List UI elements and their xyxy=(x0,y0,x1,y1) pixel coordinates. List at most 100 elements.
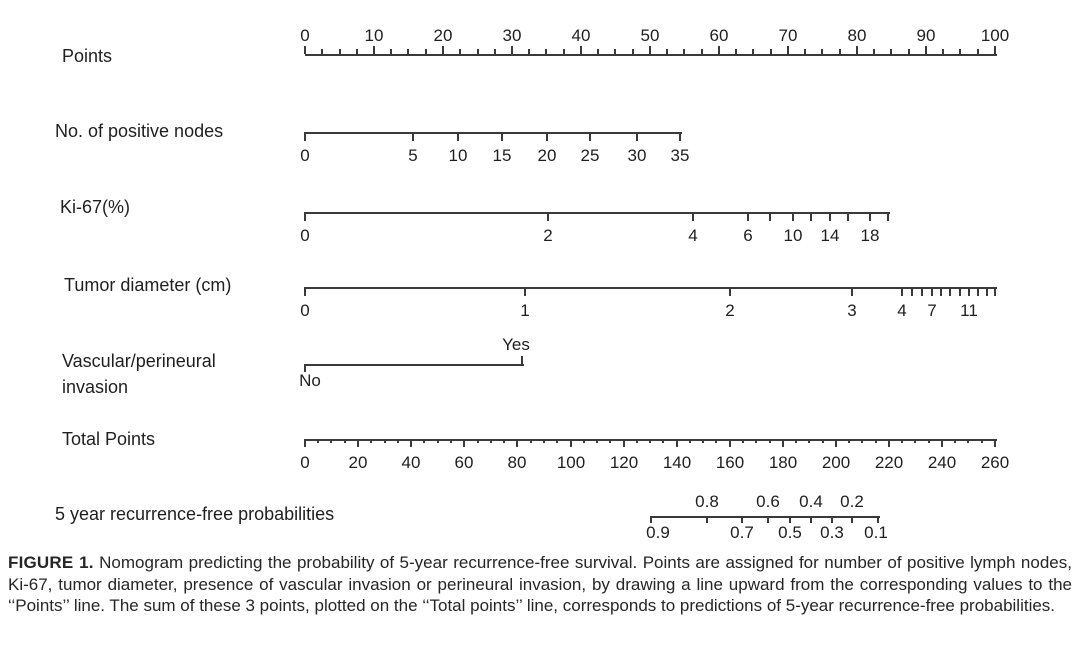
axis-tick-total-points xyxy=(808,439,810,443)
axis-label-points: Points xyxy=(62,46,113,66)
axis-tick-label-tumor-diameter: 3 xyxy=(847,301,857,320)
axis-tick-tumor-diameter xyxy=(851,287,853,296)
axis-tick-total-points xyxy=(330,439,332,443)
axis-tick-points xyxy=(770,49,772,54)
axis-tick-points xyxy=(580,46,582,54)
axis-tick-label-ki67: 0 xyxy=(300,226,310,245)
axis-tick-total-points xyxy=(384,439,386,443)
axis-tick-points xyxy=(856,46,858,54)
axis-tick-total-points xyxy=(437,439,439,443)
axis-tick-total-points xyxy=(463,439,465,447)
axis-line-total-points xyxy=(305,439,997,441)
axis-tick-ki67 xyxy=(747,212,749,221)
axis-tick-points xyxy=(925,46,927,54)
axis-tick-points xyxy=(959,49,961,54)
axis-tick-tumor-diameter xyxy=(921,287,923,296)
axis-tick-total-points xyxy=(304,439,306,447)
axis-tick-label-total-points: 100 xyxy=(556,453,586,472)
axis-tick-tumor-diameter xyxy=(977,287,979,296)
axis-line-positive-nodes xyxy=(305,132,682,134)
axis-tick-total-points xyxy=(769,439,771,443)
axis-tick-points xyxy=(804,49,806,54)
axis-tick-label-total-points: 120 xyxy=(609,453,639,472)
axis-tick-total-points xyxy=(583,439,585,443)
axis-label-vascular-invasion: invasion xyxy=(62,377,129,397)
axis-tick-total-points xyxy=(928,439,930,443)
axis-tick-label-points: 10 xyxy=(364,26,384,45)
axis-tick-tumor-diameter xyxy=(940,287,942,296)
axis-tick-label-total-points: 40 xyxy=(401,453,421,472)
axis-label-total-points: Total Points xyxy=(62,429,156,449)
axis-tick-points xyxy=(890,49,892,54)
axis-tick-tumor-diameter xyxy=(901,287,903,296)
axis-tick-label-positive-nodes: 5 xyxy=(408,146,418,165)
axis-tick-points xyxy=(442,46,444,54)
axis-tick-total-points xyxy=(755,439,757,443)
axis-tick-points xyxy=(994,46,996,54)
axis-tick-label-total-points: 240 xyxy=(927,453,957,472)
axis-tick-points xyxy=(373,46,375,54)
axis-tick-label-ki67: 10 xyxy=(783,226,803,245)
axis-tick-total-points xyxy=(822,439,824,443)
axis-tick-label-points: 40 xyxy=(571,26,591,45)
axis-tick-points xyxy=(977,49,979,54)
axis-tick-label-ki67: 4 xyxy=(688,226,698,245)
axis-tick-total-points xyxy=(344,439,346,443)
axis-tick-points xyxy=(666,49,668,54)
axis-tick-total-points xyxy=(981,439,983,443)
axis-tick-label-total-points: 260 xyxy=(980,453,1010,472)
axis-tick-points xyxy=(459,49,461,54)
axis-tick-total-points xyxy=(888,439,890,447)
axis-tick-label-total-points: 20 xyxy=(348,453,368,472)
axis-tick-ki67 xyxy=(829,212,831,221)
axis-label-tumor-diameter: Tumor diameter (cm) xyxy=(64,275,232,295)
axis-tick-total-points xyxy=(848,439,850,443)
axis-tick-label-points: 90 xyxy=(916,26,936,45)
axis-tick-total-points xyxy=(967,439,969,443)
axis-tick-total-points xyxy=(662,439,664,443)
axis-tick-total-points xyxy=(623,439,625,447)
axis-tick-ki67 xyxy=(547,212,549,221)
axis-tick-label-points: 30 xyxy=(502,26,522,45)
axis-tick-points xyxy=(735,49,737,54)
axis-tick-label-positive-nodes: 20 xyxy=(537,146,557,165)
axis-tick-label-vascular-invasion: Yes xyxy=(502,335,530,354)
axis-tick-recurrence-free-probabilities xyxy=(810,516,812,523)
axis-tick-label-recurrence-free-probabilities: 0.6 xyxy=(756,492,780,511)
figure-caption-label: FIGURE 1. xyxy=(8,553,94,572)
axis-label-vascular-invasion: Vascular/perineural xyxy=(62,351,216,371)
axis-tick-label-positive-nodes: 35 xyxy=(670,146,690,165)
axis-tick-points xyxy=(321,49,323,54)
axis-tick-points xyxy=(304,46,306,54)
axis-tick-label-recurrence-free-probabilities: 0.1 xyxy=(864,523,888,542)
axis-tick-points xyxy=(356,49,358,54)
axis-tick-total-points xyxy=(901,439,903,443)
axis-tick-recurrence-free-probabilities xyxy=(877,516,879,523)
axis-tick-points xyxy=(511,46,513,54)
axis-tick-points xyxy=(683,49,685,54)
axis-tick-total-points xyxy=(596,439,598,443)
axis-tick-total-points xyxy=(941,439,943,447)
axis-tick-label-recurrence-free-probabilities: 0.9 xyxy=(646,523,670,542)
axis-tick-ki67 xyxy=(304,212,306,221)
axis-tick-vascular-invasion xyxy=(304,364,306,372)
axis-line-ki67 xyxy=(305,212,890,214)
axis-tick-total-points xyxy=(636,439,638,443)
axis-tick-ki67 xyxy=(869,212,871,221)
axis-tick-ki67 xyxy=(769,212,771,221)
axis-tick-total-points xyxy=(397,439,399,443)
axis-tick-total-points xyxy=(423,439,425,443)
axis-tick-label-tumor-diameter: 4 xyxy=(897,301,907,320)
axis-tick-tumor-diameter xyxy=(931,287,933,296)
axis-tick-label-total-points: 220 xyxy=(874,453,904,472)
axis-tick-total-points xyxy=(649,439,651,443)
axis-tick-positive-nodes xyxy=(589,132,591,141)
axis-tick-recurrence-free-probabilities xyxy=(650,516,652,523)
axis-tick-tumor-diameter xyxy=(524,287,526,296)
axis-tick-positive-nodes xyxy=(636,132,638,141)
axis-tick-label-tumor-diameter: 0 xyxy=(300,301,310,320)
axis-tick-recurrence-free-probabilities xyxy=(706,516,708,523)
axis-tick-points xyxy=(563,49,565,54)
figure-caption: FIGURE 1. Nomogram predicting the probab… xyxy=(8,552,1072,617)
